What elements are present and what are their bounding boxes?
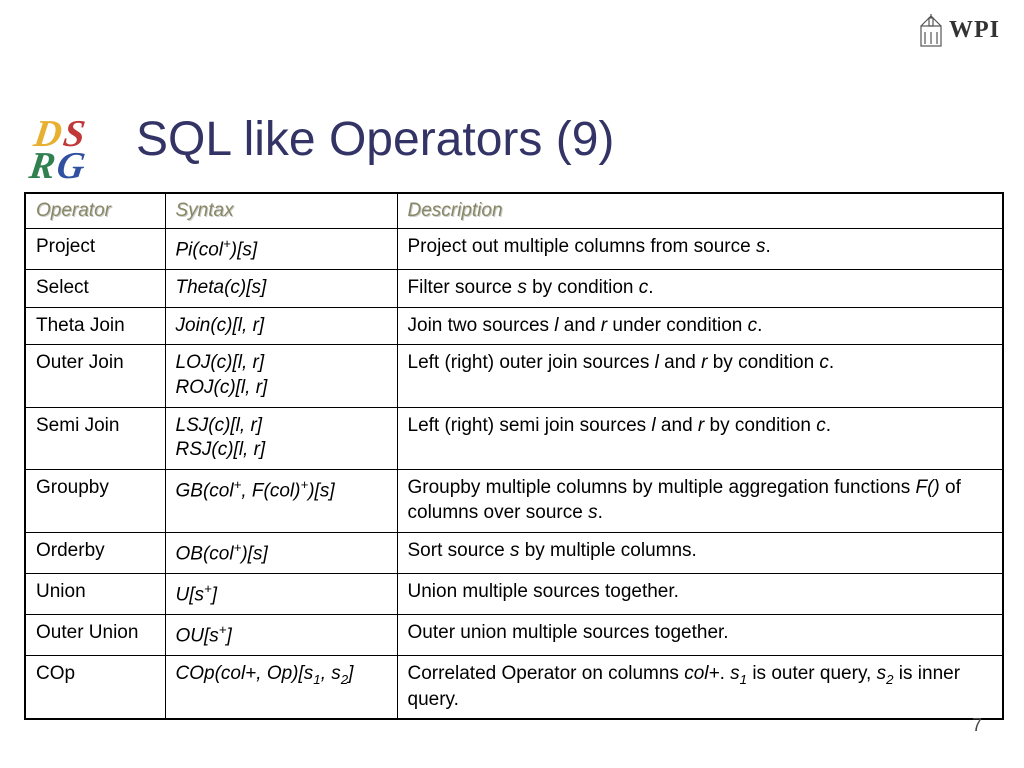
page-number: 7 <box>972 715 982 736</box>
cell-description: Correlated Operator on columns col+. s1 … <box>397 655 1003 719</box>
table-row: OrderbyOB(col+)[s]Sort source s by multi… <box>25 532 1003 573</box>
table-row: COpCOp(col+, Op)[s1, s2]Correlated Opera… <box>25 655 1003 719</box>
cell-operator: Semi Join <box>25 407 165 469</box>
table-header-row: Operator Syntax Description <box>25 193 1003 229</box>
cell-operator: Groupby <box>25 470 165 532</box>
table-row: GroupbyGB(col+, F(col)+)[s]Groupby multi… <box>25 470 1003 532</box>
table-body: ProjectPi(col+)[s]Project out multiple c… <box>25 229 1003 720</box>
cell-description: Project out multiple columns from source… <box>397 229 1003 270</box>
cell-operator: Select <box>25 270 165 308</box>
wpi-building-icon <box>917 12 945 48</box>
cell-operator: Project <box>25 229 165 270</box>
cell-description: Filter source s by condition c. <box>397 270 1003 308</box>
table-row: UnionU[s+]Union multiple sources togethe… <box>25 573 1003 614</box>
cell-description: Outer union multiple sources together. <box>397 614 1003 655</box>
cell-operator: Outer Union <box>25 614 165 655</box>
cell-description: Groupby multiple columns by multiple agg… <box>397 470 1003 532</box>
cell-syntax: Join(c)[l, r] <box>165 307 397 345</box>
cell-syntax: OB(col+)[s] <box>165 532 397 573</box>
table-row: Semi JoinLSJ(c)[l, r]RSJ(c)[l, r]Left (r… <box>25 407 1003 469</box>
table-row: Theta JoinJoin(c)[l, r]Join two sources … <box>25 307 1003 345</box>
cell-syntax: OU[s+] <box>165 614 397 655</box>
cell-description: Left (right) semi join sources l and r b… <box>397 407 1003 469</box>
cell-operator: Outer Join <box>25 345 165 407</box>
cell-operator: COp <box>25 655 165 719</box>
cell-description: Left (right) outer join sources l and r … <box>397 345 1003 407</box>
wpi-logo: WPI <box>917 12 1000 48</box>
cell-description: Union multiple sources together. <box>397 573 1003 614</box>
col-syntax: Syntax <box>165 193 397 229</box>
col-description: Description <box>397 193 1003 229</box>
col-operator: Operator <box>25 193 165 229</box>
table-row: Outer UnionOU[s+]Outer union multiple so… <box>25 614 1003 655</box>
cell-syntax: U[s+] <box>165 573 397 614</box>
cell-syntax: COp(col+, Op)[s1, s2] <box>165 655 397 719</box>
page-title: SQL like Operators (9) <box>136 112 614 167</box>
cell-syntax: GB(col+, F(col)+)[s] <box>165 470 397 532</box>
dsrg-g: G <box>54 145 89 187</box>
cell-operator: Theta Join <box>25 307 165 345</box>
dsrg-logo: DS RG <box>27 118 93 183</box>
cell-description: Sort source s by multiple columns. <box>397 532 1003 573</box>
table-row: ProjectPi(col+)[s]Project out multiple c… <box>25 229 1003 270</box>
cell-syntax: Pi(col+)[s] <box>165 229 397 270</box>
wpi-text: WPI <box>949 17 1000 44</box>
cell-syntax: LSJ(c)[l, r]RSJ(c)[l, r] <box>165 407 397 469</box>
table-row: SelectTheta(c)[s]Filter source s by cond… <box>25 270 1003 308</box>
operators-table: Operator Syntax Description ProjectPi(co… <box>24 192 1004 720</box>
cell-operator: Union <box>25 573 165 614</box>
table-row: Outer JoinLOJ(c)[l, r]ROJ(c)[l, r]Left (… <box>25 345 1003 407</box>
cell-operator: Orderby <box>25 532 165 573</box>
cell-syntax: Theta(c)[s] <box>165 270 397 308</box>
cell-syntax: LOJ(c)[l, r]ROJ(c)[l, r] <box>165 345 397 407</box>
cell-description: Join two sources l and r under condition… <box>397 307 1003 345</box>
